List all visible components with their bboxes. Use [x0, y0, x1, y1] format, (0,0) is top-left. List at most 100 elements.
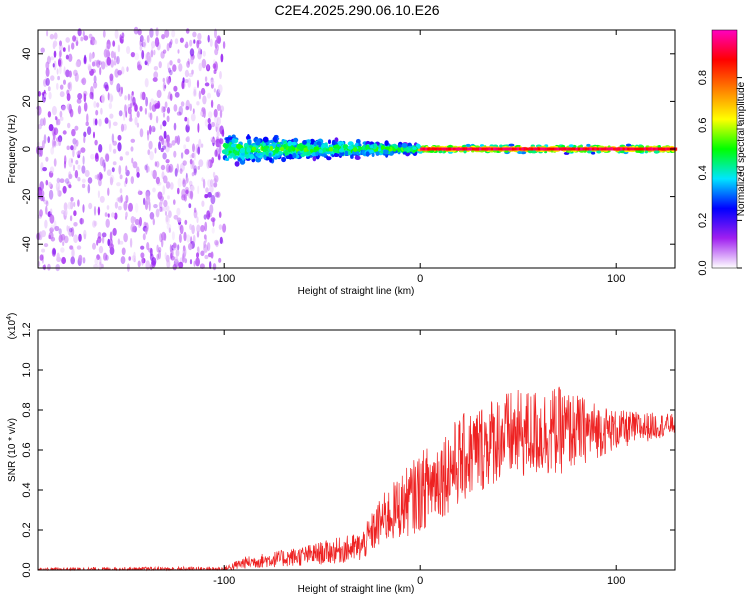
spectrogram-cell: [177, 58, 181, 64]
spectrogram-cell: [147, 55, 152, 63]
spectrogram-cell: [45, 200, 49, 207]
spectrogram-cell: [58, 137, 62, 147]
spectrogram-cell: [130, 146, 134, 152]
spectrogram-cell: [218, 144, 222, 155]
spectrogram-cell: [71, 128, 76, 137]
spectrogram-cell: [160, 164, 166, 171]
spectrogram-cell: [87, 177, 93, 184]
spectrogram-cell: [149, 125, 152, 135]
spectrogram-ridge-cell: [650, 147, 654, 151]
spectrogram-cell: [239, 147, 245, 154]
spectrogram-cell: [355, 142, 359, 147]
spectrogram-cell: [163, 130, 167, 140]
spectrogram-ridge-cell: [519, 147, 522, 151]
spectrogram-cell: [287, 140, 293, 147]
spectrogram-cell: [196, 246, 200, 252]
spectrogram-cell: [198, 159, 204, 168]
spectrogram-cell: [221, 149, 228, 155]
spectrogram-cell: [124, 104, 127, 114]
y-tick-label: -20: [21, 189, 33, 205]
spectrogram-cell: [112, 40, 116, 47]
spectrogram-cell: [60, 247, 65, 253]
spectrogram-cell: [428, 149, 435, 153]
spectrogram-cell: [183, 144, 187, 149]
spectrogram-cell: [213, 88, 216, 93]
spectrogram-cell: [64, 178, 70, 184]
spectrogram-cell: [41, 190, 45, 198]
y-tick-label: 0.0: [21, 562, 33, 577]
spectrogram-cell: [207, 34, 210, 43]
spectrogram-cell: [129, 102, 133, 109]
spectrogram-ridge-cell: [620, 147, 624, 151]
spectrogram-ridge-cell: [570, 147, 574, 151]
spectrogram-cell: [57, 186, 60, 196]
spectrogram-cell: [162, 145, 166, 150]
spectrogram-cell: [198, 90, 202, 100]
spectrogram-cell: [131, 226, 136, 233]
spectrogram-cell: [161, 206, 164, 212]
spectrogram-cell: [200, 111, 203, 116]
spectrogram-cell: [169, 93, 173, 101]
spectrogram-cell: [109, 113, 114, 119]
colorbar-tick-label: 0.0: [697, 260, 709, 275]
spectrogram-cell: [53, 127, 59, 136]
spectrogram-ridge-cell: [469, 147, 473, 151]
spectrogram-ridge-cell: [591, 147, 595, 151]
spectrogram-cell: [220, 105, 225, 112]
spectrogram-cell: [131, 255, 137, 261]
spectrogram-cell: [169, 60, 173, 66]
spectrogram-cell: [214, 239, 219, 246]
colorbar-gradient: [711, 29, 738, 269]
spectrogram-cell: [291, 146, 296, 152]
spectrogram-ridge-cell: [427, 147, 431, 151]
spectrogram-cell: [223, 142, 227, 148]
spectrogram-cell: [331, 139, 336, 146]
spectrogram-cell: [47, 86, 51, 92]
spectrogram-cell: [168, 163, 174, 173]
spectrogram-ridge-cell: [606, 147, 609, 151]
spectrogram-cell: [123, 201, 128, 211]
spectrogram-cell: [219, 138, 224, 145]
x-tick-label: -100: [213, 575, 235, 587]
spectrogram-cell: [93, 220, 98, 227]
spectrogram-cell: [184, 69, 189, 78]
spectrogram-cell: [125, 165, 128, 173]
spectrogram-ridge-cell: [535, 147, 539, 151]
spectrogram-cell: [159, 195, 165, 202]
spectrogram-cell: [74, 72, 79, 83]
spectrogram-cell: [170, 39, 173, 45]
y-tick-label: 0.6: [21, 442, 33, 457]
spectrogram-cell: [172, 64, 177, 72]
spectrogram-cell: [156, 253, 159, 261]
spectrogram-cell: [204, 221, 208, 232]
spectrogram-cell: [50, 208, 53, 215]
spectrogram-cell: [71, 158, 73, 164]
spectrogram-cell: [339, 151, 345, 156]
spectrogram-cell: [371, 152, 375, 157]
spectrogram-cell: [59, 178, 65, 183]
spectrogram-cell: [178, 105, 183, 116]
spectrogram-cell: [144, 60, 148, 66]
spectrogram-cell: [127, 106, 132, 115]
spectrogram-cell: [156, 89, 162, 99]
spectrogram-ridge-cell: [638, 147, 642, 151]
spectrogram-cell: [71, 248, 75, 258]
spectrogram-cell: [45, 67, 50, 78]
spectrogram-cell: [164, 29, 170, 38]
spectrogram-cell: [145, 96, 149, 107]
spectrogram-cell: [657, 145, 661, 148]
spectrogram-cell: [41, 140, 45, 149]
y-tick-label: 0.4: [21, 482, 33, 497]
spectrogram-cell: [463, 150, 467, 154]
spectrogram-cell: [218, 257, 222, 263]
spectrogram-cell: [155, 115, 159, 124]
spectrogram-cell: [53, 158, 57, 167]
spectrogram-ridge-cell: [664, 147, 668, 151]
spectrogram-cell: [62, 185, 67, 194]
spectrogram-cell: [104, 212, 108, 217]
spectrogram-cell: [202, 50, 206, 57]
spectrogram-cell: [384, 140, 389, 147]
spectrogram-cell: [255, 157, 262, 163]
spectrogram-ridge-cell: [457, 147, 461, 151]
spectrogram-cell: [178, 261, 184, 269]
